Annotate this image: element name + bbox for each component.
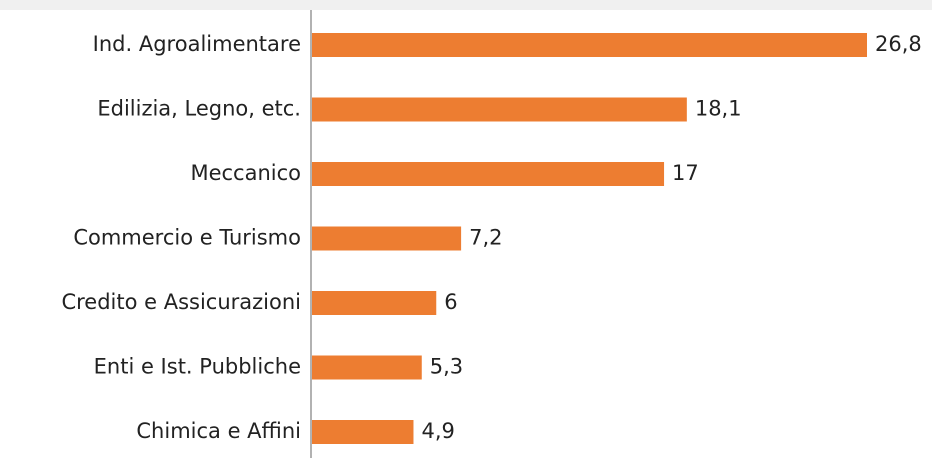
category-label: Enti e Ist. Pubbliche — [94, 355, 301, 379]
top-strip — [0, 0, 932, 10]
bar — [312, 420, 414, 444]
data-label: 6 — [444, 290, 457, 314]
bar — [312, 97, 687, 122]
data-label: 7,2 — [469, 226, 502, 250]
category-label: Meccanico — [190, 161, 301, 185]
category-label: Commercio e Turismo — [73, 226, 301, 250]
bar — [312, 226, 462, 251]
bar — [312, 355, 422, 380]
data-label: 4,9 — [421, 419, 454, 443]
bar — [312, 33, 867, 57]
category-label: Chimica e Affini — [136, 419, 301, 443]
data-label: 26,8 — [875, 32, 922, 56]
bar — [312, 162, 665, 186]
category-label: Edilizia, Legno, etc. — [97, 97, 301, 121]
bar — [312, 291, 437, 315]
data-label: 18,1 — [695, 97, 742, 121]
category-label: Credito e Assicurazioni — [61, 290, 301, 314]
category-label: Ind. Agroalimentare — [93, 32, 301, 56]
data-label: 17 — [672, 161, 699, 185]
data-label: 5,3 — [430, 355, 463, 379]
